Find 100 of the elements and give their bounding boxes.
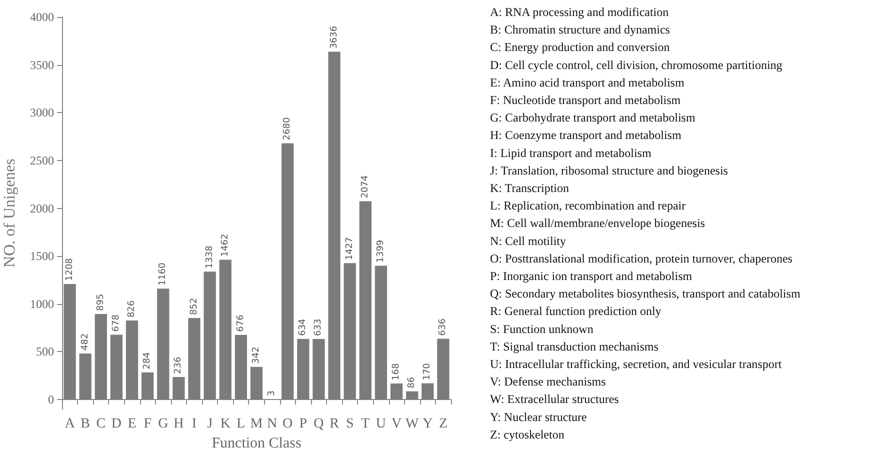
x-axis-title: Function Class <box>212 436 302 452</box>
data-label: 2074 <box>360 175 370 198</box>
text: A: RNA processing and modification <box>490 5 669 19</box>
text: M: Cell wall/membrane/envelope biogenesis <box>490 216 706 230</box>
data-label: 342 <box>252 346 262 364</box>
x-tick-label: Y <box>422 416 433 432</box>
bar <box>64 284 76 400</box>
y-tick-label: 500 <box>36 344 54 359</box>
data-label: 826 <box>127 300 138 318</box>
bar <box>344 263 356 400</box>
text: U: Intracellular trafficking, secretion, and vesicular transport <box>490 357 782 371</box>
text: H: Coenzyme transport and metabolism <box>490 128 682 142</box>
data-label: 678 <box>111 314 122 332</box>
data-label: 1338 <box>204 245 215 269</box>
x-tick-label: C <box>96 416 106 432</box>
text: J: Translation, ribosomal structure and biogenesis <box>490 163 728 178</box>
text: Q: Secondary metabolites biosynthesis, transport and catabolism <box>490 286 801 301</box>
bar <box>297 338 310 400</box>
x-tick-label: F <box>144 416 152 432</box>
bar <box>79 353 92 400</box>
x-tick-label: Q <box>314 416 324 432</box>
data-label: 852 <box>189 298 200 316</box>
text: N: Cell motility <box>490 234 566 248</box>
y-tick-label: 2000 <box>30 201 54 216</box>
y-tick-label: 1000 <box>30 296 54 311</box>
x-tick-label: Z <box>438 416 448 432</box>
text: O: Posttranslational modification, protein turnover, chaperones <box>490 251 793 266</box>
data-label: 1427 <box>344 237 355 260</box>
data-label: 895 <box>96 294 106 311</box>
x-tick-label: L <box>236 416 246 432</box>
x-tick-label: I <box>192 416 197 432</box>
text: E: Amino acid transport and metabolism <box>490 75 685 90</box>
text: V: Defense mechanisms <box>490 374 606 389</box>
data-label: 676 <box>236 314 246 332</box>
x-tick-label: O <box>282 416 293 432</box>
data-label: 3 <box>267 390 278 396</box>
bar <box>328 52 340 400</box>
y-tick-label: 4000 <box>30 10 54 24</box>
x-tick-label: P <box>299 416 308 432</box>
text: S: Function unknown <box>490 322 594 336</box>
y-tick-label: 0 <box>48 392 54 407</box>
bar <box>250 366 263 400</box>
text: Y: Nuclear structure <box>490 410 587 424</box>
data-label: 636 <box>438 318 448 336</box>
text: Z: cytoskeleton <box>490 427 564 442</box>
x-tick-label: R <box>330 416 340 432</box>
text: P: Inorganic ion transport and metabolism <box>490 269 693 283</box>
data-label: 633 <box>314 318 324 336</box>
text: K: Transcription <box>490 181 570 195</box>
data-label: 168 <box>392 363 402 380</box>
bar <box>437 338 450 400</box>
bar <box>204 272 216 400</box>
data-label: 3636 <box>329 26 340 49</box>
bar <box>359 201 372 400</box>
bar <box>390 383 403 400</box>
data-label: 1462 <box>220 234 230 257</box>
text: B: Chromatin structure and dynamics <box>490 22 670 37</box>
x-tick-label: N <box>266 416 278 432</box>
x-tick-label: K <box>220 416 230 432</box>
y-tick-label: 3000 <box>30 106 54 120</box>
x-tick-label: S <box>346 416 354 432</box>
text: D: Cell cycle control, cell division, chromosome partitioning <box>490 58 782 72</box>
bar <box>219 260 232 400</box>
y-tick-label: 1500 <box>30 249 54 264</box>
bar <box>94 314 107 400</box>
bar <box>406 391 418 400</box>
x-tick-label: J <box>207 416 214 432</box>
x-tick-label: W <box>405 416 420 432</box>
bar <box>142 372 154 400</box>
bar <box>234 334 248 400</box>
y-tick-label: 2500 <box>30 153 54 168</box>
data-label: 2680 <box>282 117 293 140</box>
x-tick-label: D <box>111 416 122 432</box>
data-label: 1160 <box>158 262 168 286</box>
data-label: 1399 <box>376 240 386 263</box>
x-tick-label: G <box>158 416 168 432</box>
data-label: 170 <box>422 362 433 380</box>
text: T: Signal transduction mechanisms <box>490 339 659 354</box>
bar <box>374 266 388 400</box>
y-tick-label: 3500 <box>30 58 54 72</box>
text: I: Lipid transport and metabolism <box>490 146 652 160</box>
data-label: 284 <box>142 352 153 370</box>
bar <box>110 334 123 400</box>
x-tick-label: T <box>361 416 370 432</box>
x-tick-label: E <box>128 416 136 432</box>
x-tick-label: V <box>391 416 402 432</box>
data-label: 482 <box>80 333 90 350</box>
text: L: Replication, recombination and repair <box>490 198 686 213</box>
data-label: 1208 <box>64 258 75 282</box>
data-label: 634 <box>298 318 308 336</box>
text: C: Energy production and conversion <box>490 40 670 54</box>
bar <box>126 320 138 400</box>
data-label: 236 <box>174 356 184 374</box>
bar <box>422 383 434 400</box>
bar <box>282 143 294 400</box>
x-tick-label: M <box>250 416 264 432</box>
x-tick-label: B <box>80 416 90 432</box>
x-tick-label: A <box>64 416 76 432</box>
text: G: Carbohydrate transport and metabolism <box>490 110 696 125</box>
data-label: 86 <box>407 376 418 388</box>
